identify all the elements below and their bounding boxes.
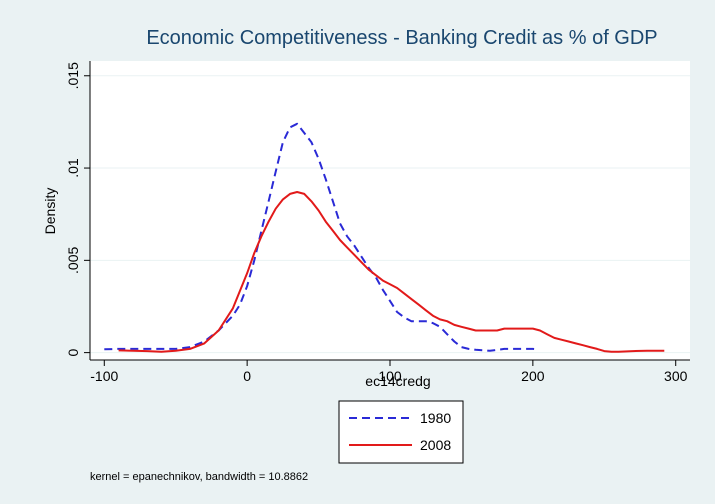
y-tick-label: .01	[65, 158, 81, 178]
grid-lines	[90, 75, 690, 354]
x-axis-label: ec14credg	[365, 373, 430, 389]
y-axis-label: Density	[42, 188, 58, 235]
y-tick-label: .005	[65, 246, 81, 273]
plot-area	[90, 61, 690, 360]
chart-title: Economic Competitiveness - Banking Credi…	[146, 27, 657, 49]
x-tick-label: 300	[664, 368, 688, 384]
axis-ticks: 0 .005 .01 .015 -100 0 100 200 300	[65, 62, 688, 384]
x-tick-label: 0	[243, 368, 251, 384]
series-line-2008	[118, 191, 665, 353]
x-tick-label: 100	[378, 368, 402, 384]
x-tick-label: 200	[521, 368, 545, 384]
legend-label-2008: 2008	[420, 437, 451, 453]
kernel-note: kernel = epanechnikov, bandwidth = 10.88…	[90, 471, 308, 483]
legend-label-1980: 1980	[420, 410, 451, 426]
series-lines	[104, 122, 665, 353]
x-tick-label: -100	[90, 368, 118, 384]
legend: 1980 2008	[338, 400, 464, 464]
legend-box	[338, 400, 464, 464]
y-tick-label: .015	[65, 62, 81, 89]
y-tick-label: 0	[65, 349, 81, 357]
